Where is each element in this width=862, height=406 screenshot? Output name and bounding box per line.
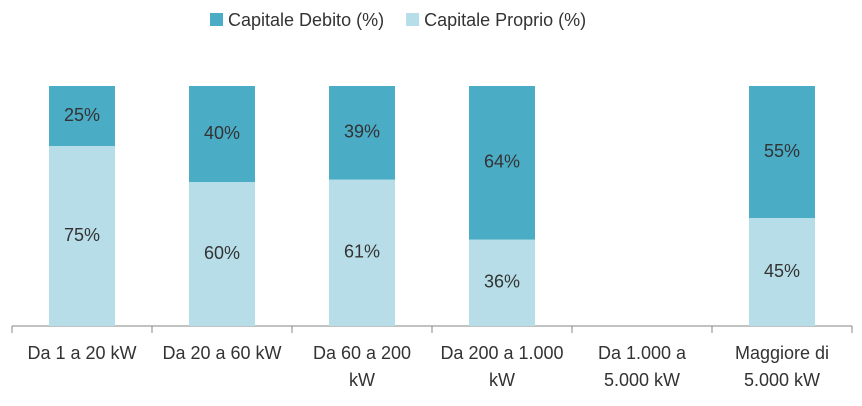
x-tick-label: Da 200 a 1.000 kW: [440, 343, 564, 390]
bar-segment: [749, 86, 815, 218]
bar-segment: [329, 86, 395, 180]
legend-swatch: [210, 13, 223, 26]
bar-segment: [189, 182, 255, 326]
bar-segment: [469, 86, 535, 240]
data-label: 60%: [204, 243, 240, 263]
bar-segment: [49, 146, 115, 326]
data-label: 64%: [484, 152, 520, 172]
x-tick-label: Da 20 a 60 kW: [162, 343, 282, 363]
x-tick-label: Da 1 a 20 kW: [27, 343, 137, 363]
data-label: 40%: [204, 123, 240, 143]
data-label: 45%: [764, 261, 800, 281]
bar-segment: [469, 239, 535, 326]
x-tick-label: Maggiore di 5.000 kW: [734, 343, 830, 390]
legend-label: Capitale Debito (%): [228, 10, 384, 30]
data-label: 39%: [344, 122, 380, 142]
data-label: 55%: [764, 141, 800, 161]
data-label: 75%: [64, 225, 100, 245]
data-label: 36%: [484, 272, 520, 292]
x-tick-label: Da 1.000 a 5.000 kW: [597, 343, 687, 390]
bar-segment: [49, 86, 115, 146]
bar-segment: [189, 86, 255, 182]
legend-label: Capitale Proprio (%): [424, 10, 586, 30]
x-tick-label: Da 60 a 200 kW: [312, 343, 412, 390]
bar-segment: [749, 218, 815, 326]
data-label: 25%: [64, 105, 100, 125]
legend-swatch: [406, 13, 420, 26]
bar-segment: [329, 179, 395, 326]
data-label: 61%: [344, 242, 380, 262]
